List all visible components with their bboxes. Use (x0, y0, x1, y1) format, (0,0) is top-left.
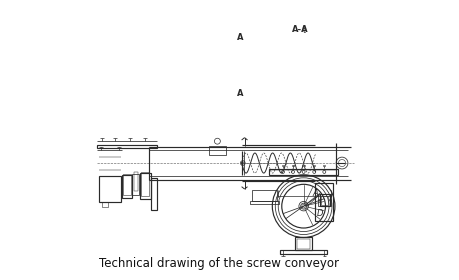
Text: t: t (303, 26, 306, 35)
Bar (282, 165, 284, 166)
Bar (323, 165, 325, 166)
Bar (123, 174, 130, 195)
Bar (313, 165, 315, 166)
Bar (122, 175, 132, 199)
Bar (132, 174, 140, 195)
Bar (134, 172, 138, 192)
Bar (101, 202, 107, 207)
Bar (140, 173, 151, 199)
Text: A: A (237, 33, 244, 42)
Text: A: A (313, 189, 319, 198)
Bar (141, 172, 150, 195)
Bar (319, 194, 331, 206)
Bar (209, 146, 226, 155)
Text: Technical drawing of the screw conveyor: Technical drawing of the screw conveyor (99, 257, 339, 270)
Bar (97, 145, 157, 148)
Bar (297, 239, 310, 249)
Bar (250, 201, 280, 204)
Bar (292, 165, 294, 166)
Bar (302, 165, 305, 166)
Bar (295, 237, 312, 251)
Bar (321, 195, 329, 205)
Text: D: D (317, 209, 324, 218)
Bar (320, 194, 330, 206)
Bar (280, 251, 327, 254)
Bar (315, 183, 333, 221)
Bar (252, 190, 277, 201)
Bar (99, 176, 121, 202)
Bar (269, 169, 338, 175)
Text: A-A: A-A (292, 25, 309, 34)
Text: A: A (237, 89, 244, 99)
Bar (151, 178, 157, 210)
